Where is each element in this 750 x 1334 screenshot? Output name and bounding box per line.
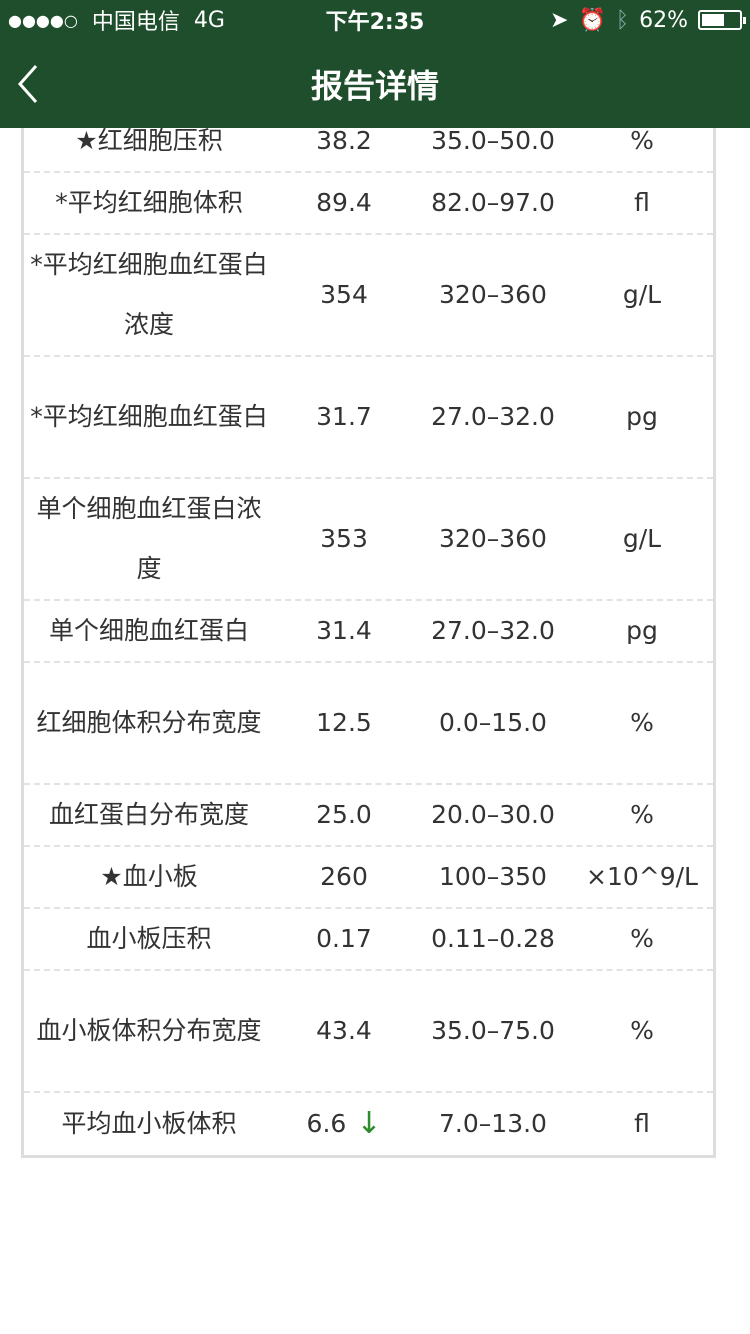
item-name: 平均血小板体积 — [61, 1109, 237, 1138]
reference-range: 35.0–50.0 — [431, 126, 555, 155]
table-row: 单个细胞血红蛋白浓度 353 320–360 g/L — [24, 479, 713, 601]
network-type: 4G — [193, 7, 225, 33]
nav-bar: 报告详情 — [0, 40, 750, 128]
result-cell: 43.4 — [274, 1001, 414, 1061]
reference-range: 320–360 — [439, 280, 547, 309]
reference-range: 27.0–32.0 — [431, 616, 555, 645]
carrier: 中国电信 — [91, 10, 180, 35]
item-name: ★红细胞压积 — [75, 126, 223, 155]
reference-range: 0.11–0.28 — [431, 924, 555, 953]
table-row: 平均血小板体积 6.6 ↓ 7.0–13.0 fl — [24, 1093, 713, 1155]
result-cell: 353 — [274, 509, 414, 569]
item-name: *平均红细胞体积 — [55, 188, 243, 217]
result-cell: 260 — [274, 847, 414, 907]
table-row: 红细胞体积分布宽度 12.5 0.0–15.0 % — [24, 663, 713, 785]
item-value: 260 — [320, 862, 368, 891]
item-value: 25.0 — [316, 800, 372, 829]
location-icon: ➤ — [550, 7, 569, 33]
arrow-down-icon: ↓ — [356, 1106, 382, 1141]
table-row: 血小板体积分布宽度 43.4 35.0–75.0 % — [24, 971, 713, 1093]
unit: g/L — [622, 280, 662, 309]
table-row: 血小板压积 0.17 0.11–0.28 % — [24, 909, 713, 971]
item-value: 354 — [320, 280, 368, 309]
table-row: *平均红细胞体积 89.4 82.0–97.0 fl — [24, 173, 713, 235]
unit: % — [630, 800, 654, 829]
unit: % — [630, 1016, 654, 1045]
result-cell: 6.6 ↓ — [274, 1094, 414, 1154]
result-cell: 89.4 — [274, 173, 414, 233]
result-cell: 38.2 — [274, 111, 414, 171]
status-bar: ●●●●○ 中国电信 4G 下午2:35 ➤ ⏰ ᛒ 62% — [0, 0, 750, 40]
result-cell: 31.7 — [274, 387, 414, 447]
item-value: 353 — [320, 524, 368, 553]
item-value: 31.7 — [316, 402, 372, 431]
reference-range: 7.0–13.0 — [439, 1109, 547, 1138]
item-name: 血红蛋白分布宽度 — [48, 800, 249, 829]
signal-icon: ●●●●○ — [8, 10, 78, 30]
unit: % — [630, 708, 654, 737]
item-value: 12.5 — [316, 708, 372, 737]
unit: fl — [634, 188, 650, 217]
item-name: *平均红细胞血红蛋白浓度 — [30, 250, 268, 339]
item-value: 43.4 — [316, 1016, 372, 1045]
table-row: 血红蛋白分布宽度 25.0 20.0–30.0 % — [24, 785, 713, 847]
table-row: 单个细胞血红蛋白 31.4 27.0–32.0 pg — [24, 601, 713, 663]
battery-percent: 62% — [639, 7, 688, 33]
table-row: ★血小板 260 100–350 ×10^9/L — [24, 847, 713, 909]
result-cell: 354 — [274, 265, 414, 325]
result-cell: 0.17 — [274, 909, 414, 969]
item-name: *平均红细胞血红蛋白 — [30, 402, 268, 431]
result-cell: 25.0 — [274, 785, 414, 845]
item-name: 血小板体积分布宽度 — [36, 1016, 262, 1045]
unit: % — [630, 924, 654, 953]
reference-range: 82.0–97.0 — [431, 188, 555, 217]
reference-range: 320–360 — [439, 524, 547, 553]
unit: ×10^9/L — [586, 862, 698, 891]
item-name: 单个细胞血红蛋白浓度 — [36, 494, 262, 583]
result-cell: 31.4 — [274, 601, 414, 661]
battery-icon — [698, 10, 746, 30]
reference-range: 20.0–30.0 — [431, 800, 555, 829]
table-row: *平均红细胞血红蛋白浓度 354 320–360 g/L — [24, 235, 713, 357]
back-icon[interactable] — [14, 62, 44, 106]
item-value: 31.4 — [316, 616, 372, 645]
unit: pg — [626, 616, 658, 645]
item-name: 单个细胞血红蛋白 — [48, 616, 249, 645]
reference-range: 27.0–32.0 — [431, 402, 555, 431]
report-table: ★红细胞压积 38.2 35.0–50.0 % *平均红细胞体积 89.4 82.… — [21, 100, 716, 1158]
reference-range: 0.0–15.0 — [439, 708, 547, 737]
item-name: 红细胞体积分布宽度 — [36, 708, 262, 737]
item-name: 血小板压积 — [86, 924, 212, 953]
item-name: ★血小板 — [100, 862, 198, 891]
item-value: 0.17 — [316, 924, 372, 953]
unit: pg — [626, 402, 658, 431]
item-value: 89.4 — [316, 188, 372, 217]
table-row: *平均红细胞血红蛋白 31.7 27.0–32.0 pg — [24, 357, 713, 479]
item-value: 38.2 — [316, 126, 372, 155]
table-row: ★红细胞压积 38.2 35.0–50.0 % — [24, 100, 713, 173]
bluetooth-icon: ᛒ — [615, 7, 630, 33]
item-value: 6.6 — [306, 1109, 347, 1138]
reference-range: 35.0–75.0 — [431, 1016, 555, 1045]
page-title: 报告详情 — [310, 67, 439, 105]
unit: fl — [634, 1109, 650, 1138]
alarm-icon: ⏰ — [578, 7, 606, 33]
app-header: ●●●●○ 中国电信 4G 下午2:35 ➤ ⏰ ᛒ 62% 报告详情 — [0, 0, 750, 128]
unit: g/L — [622, 524, 662, 553]
unit: % — [630, 126, 654, 155]
reference-range: 100–350 — [439, 862, 547, 891]
result-cell: 12.5 — [274, 693, 414, 753]
